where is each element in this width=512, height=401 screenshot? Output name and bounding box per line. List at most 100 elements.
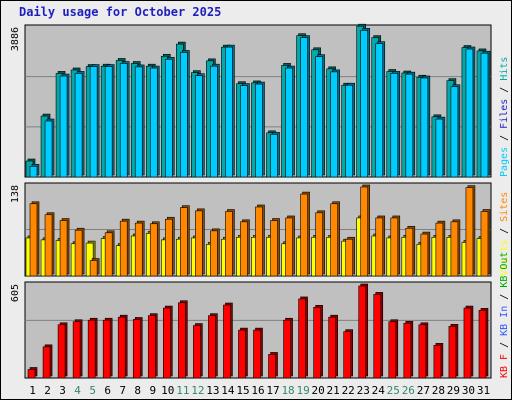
bar-visits-sites-sites-day-27-face <box>420 233 429 277</box>
bar-visits-sites-sites-day-4-face <box>74 229 83 277</box>
bar-hits-files-pages-files-day-25-face <box>390 73 399 178</box>
bar-hits-files-pages-files-day-28-face <box>435 118 444 178</box>
bar-hits-files-pages-files-day-1-face <box>29 166 38 178</box>
bar-kb-kb-f-day-26-face <box>403 322 412 379</box>
bar-kb-kb-f-day-28-face <box>433 345 442 379</box>
bar-visits-sites-sites-day-12-face <box>195 210 203 277</box>
day-label-2: 2 <box>44 384 51 397</box>
bar-kb-kb-f-day-4-face <box>72 321 81 379</box>
bar-hits-files-pages-files-day-20 <box>315 54 325 178</box>
day-label-16: 16 <box>251 384 264 397</box>
bar-hits-files-pages-files-day-15 <box>240 83 250 178</box>
bar-kb-kb-f-day-19 <box>298 296 308 379</box>
bar-visits-sites-sites-day-25 <box>390 215 401 277</box>
legend-item: Pages <box>499 147 510 177</box>
bar-visits-sites-sites-day-11 <box>180 205 190 277</box>
bar-visits-sites-sites-day-12 <box>195 208 205 277</box>
bar-hits-files-pages-files-day-9-face <box>149 67 158 178</box>
bar-visits-sites-sites-day-4 <box>74 227 85 277</box>
bar-kb-kb-f-day-1-face <box>27 369 36 379</box>
day-label-30: 30 <box>462 384 475 397</box>
bar-kb-kb-f-day-2 <box>42 344 53 379</box>
bar-kb-kb-f-day-20-face <box>313 306 321 379</box>
day-label-6: 6 <box>104 384 111 397</box>
bar-kb-kb-f-day-25 <box>388 319 399 379</box>
bar-hits-files-pages-files-day-31 <box>480 50 491 178</box>
bar-kb-kb-f-day-18 <box>283 317 293 379</box>
bar-kb-kb-f-day-21-face <box>328 316 336 379</box>
bar-kb-kb-f-day-31-face <box>478 310 487 379</box>
bar-kb-kb-f-day-7 <box>117 314 128 379</box>
day-label-5: 5 <box>89 384 96 397</box>
bar-hits-files-pages-files-day-5-face <box>89 66 98 178</box>
bar-hits-files-pages-files-day-24 <box>375 41 386 178</box>
legend-item: Hits <box>499 57 510 81</box>
bar-hits-files-pages-files-day-23-face <box>360 30 369 178</box>
y-max-label-1: 3886 <box>10 27 21 51</box>
bar-kb-kb-f-day-18-face <box>283 319 291 379</box>
bar-visits-sites-sites-day-24-face <box>375 217 384 277</box>
bar-kb-kb-f-day-11-face <box>178 302 186 379</box>
day-label-31: 31 <box>477 384 490 397</box>
bar-visits-sites-sites-day-28-face <box>435 222 444 277</box>
bar-kb-kb-f-day-31 <box>478 308 489 379</box>
day-label-19: 19 <box>296 384 309 397</box>
bar-visits-sites-sites-day-21-face <box>330 203 338 277</box>
bar-visits-sites-sites-day-9-face <box>149 223 158 277</box>
bar-hits-files-pages-files-day-11 <box>180 50 190 178</box>
bar-kb-kb-f-day-5 <box>87 317 98 379</box>
bar-visits-sites-sites-day-28 <box>435 220 446 277</box>
y-max-label-2: 138 <box>10 185 21 203</box>
bar-hits-files-pages-files-day-6-face <box>104 66 113 178</box>
bar-hits-files-pages-files-day-16 <box>255 81 265 178</box>
bar-kb-kb-f-day-13 <box>208 313 218 379</box>
bar-kb-kb-f-day-28 <box>433 343 444 379</box>
bar-visits-sites-sites-day-1 <box>29 201 40 277</box>
bar-visits-sites-sites-day-14 <box>225 209 235 277</box>
bar-kb-kb-f-day-11 <box>178 300 188 379</box>
bar-visits-sites-sites-day-14-face <box>225 211 233 277</box>
bar-kb-kb-f-day-23 <box>358 283 369 379</box>
bar-kb-kb-f-day-27 <box>418 322 429 379</box>
legend-separator: / <box>499 81 510 99</box>
bar-kb-kb-f-day-17 <box>268 352 278 379</box>
bar-visits-sites-sites-day-18 <box>285 215 295 277</box>
bar-kb-kb-f-day-12-face <box>193 325 201 379</box>
day-label-29: 29 <box>447 384 460 397</box>
bar-hits-files-pages-files-day-11-face <box>180 52 188 178</box>
bar-hits-files-pages-files-day-1 <box>29 164 40 178</box>
bar-kb-kb-f-day-17-face <box>268 354 276 379</box>
bar-hits-files-pages-files-day-10 <box>164 57 175 178</box>
day-label-15: 15 <box>236 384 249 397</box>
legend-separator: / <box>499 336 510 354</box>
bar-visits-sites-sites-day-24 <box>375 215 386 277</box>
bar-kb-kb-f-day-6-face <box>102 319 111 379</box>
bar-visits-sites-sites-day-29-face <box>450 221 459 277</box>
day-label-27: 27 <box>417 384 430 397</box>
bar-kb-kb-f-day-8 <box>132 317 143 379</box>
bar-kb-kb-f-day-9-face <box>147 315 156 379</box>
bar-visits-sites-sites-day-17-face <box>270 220 278 277</box>
bar-hits-files-pages-files-day-21 <box>330 69 340 178</box>
bar-hits-files-pages-files-day-27 <box>420 75 431 178</box>
bar-visits-sites-sites-day-17 <box>270 218 280 277</box>
bar-hits-files-pages-files-day-17 <box>270 132 280 178</box>
bar-visits-sites-sites-day-8-face <box>134 222 143 277</box>
legend-separator: / <box>499 288 510 306</box>
bar-visits-sites-sites-day-31 <box>480 209 491 277</box>
bar-hits-files-pages-files-day-7 <box>119 61 130 178</box>
bar-visits-sites-sites-day-9 <box>149 221 160 277</box>
bar-visits-sites-sites-day-26-face <box>405 227 414 277</box>
bar-kb-kb-f-day-29 <box>448 323 459 379</box>
bar-visits-sites-sites-day-7 <box>119 218 130 277</box>
bar-hits-files-pages-files-day-13-face <box>210 65 218 178</box>
bar-hits-files-pages-files-day-16-face <box>255 83 263 178</box>
bar-hits-files-pages-files-day-24-face <box>375 43 384 178</box>
bar-kb-kb-f-day-4 <box>72 319 83 379</box>
bar-hits-files-pages-files-day-25 <box>390 71 401 178</box>
bar-hits-files-pages-files-day-20-face <box>315 56 323 178</box>
bar-hits-files-pages-files-day-29-face <box>450 86 459 178</box>
bar-hits-files-pages-files-day-6 <box>104 64 115 178</box>
bar-visits-sites-sites-day-22-face <box>345 238 353 277</box>
day-label-14: 14 <box>221 384 235 397</box>
